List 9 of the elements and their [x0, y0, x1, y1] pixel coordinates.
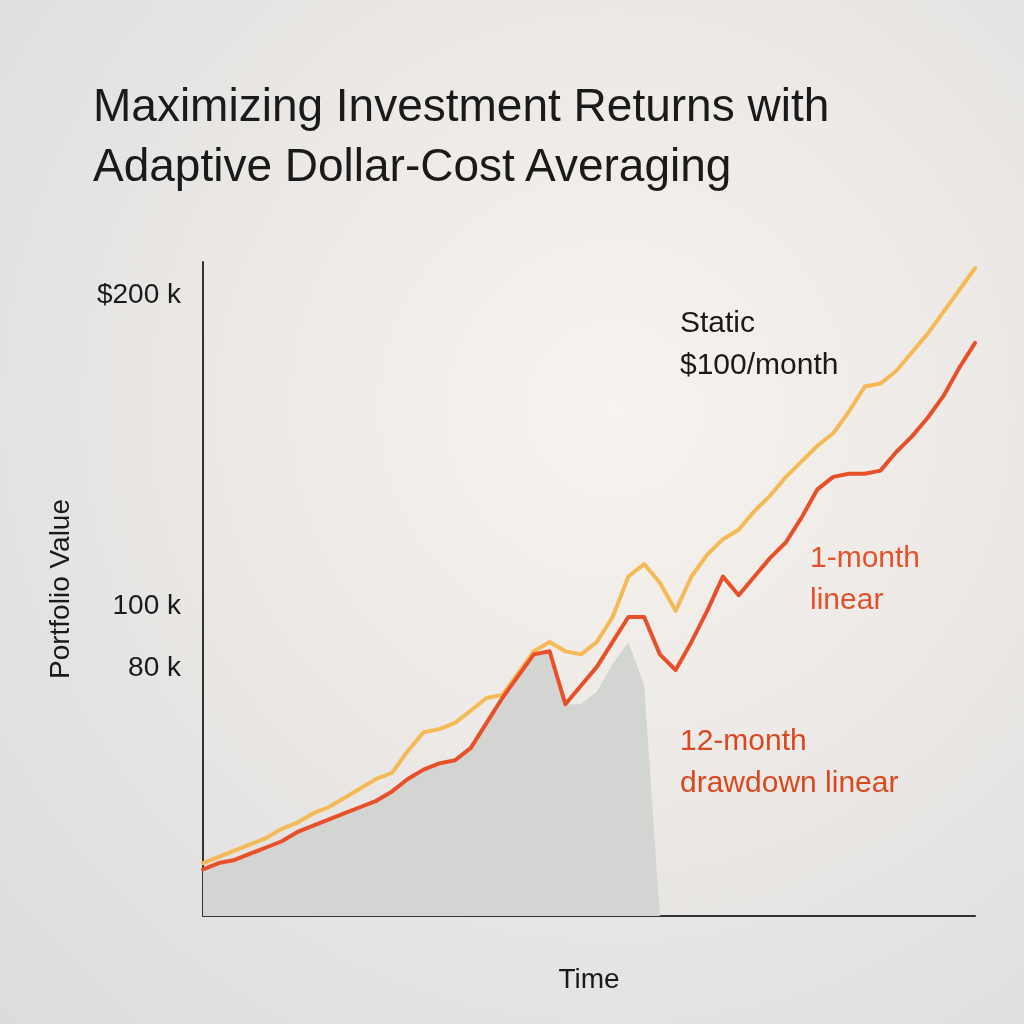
y-axis-title: Portfolio Value [43, 498, 75, 680]
y-tick-label: 80 k [128, 651, 182, 683]
y-tick-label: $200 k [96, 277, 182, 309]
series-label: Static $100/month [680, 304, 839, 380]
chart-title: Maximizing Investment Returns with Adaptive Dollar-Cost Averaging [93, 79, 843, 191]
series-label: 1-month linear [810, 539, 921, 615]
y-tick-label: 100 k [112, 589, 182, 621]
x-axis-title: Time [558, 962, 620, 994]
annotation: 12-month drawdown linear [680, 722, 899, 798]
